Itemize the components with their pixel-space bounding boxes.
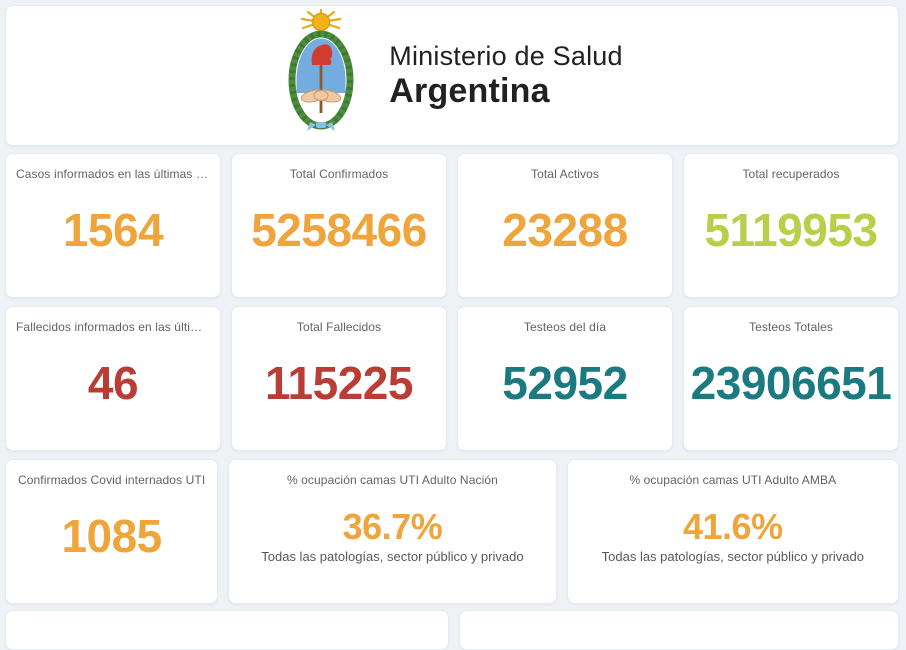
scorecard-value: 5258466 — [251, 204, 427, 256]
header-card: Ministerio de Salud Argentina — [5, 5, 899, 146]
scorecard-title: % ocupación camas UTI Adulto AMBA — [629, 473, 837, 487]
scorecard-title: Testeos del día — [523, 320, 607, 334]
dashboard-page: Ministerio de Salud Argentina Casos info… — [5, 5, 899, 650]
scorecard-title: Fallecidos informados en las últim... — [16, 320, 210, 334]
scorecard-internados-uti: Confirmados Covid internados UTI 1085 — [5, 459, 219, 604]
scorecard-testeos-totales: Testeos Totales 23906651 — [683, 306, 899, 451]
scorecard-casos-24h: Casos informados en las últimas 2... 156… — [5, 153, 221, 298]
scorecard-value: 41.6% — [683, 505, 783, 547]
scorecard-title: Total recuperados — [742, 167, 840, 181]
scorecard-row-4-partial — [5, 610, 899, 650]
scorecard-subtitle: Todas las patologías, sector público y p… — [261, 548, 524, 564]
scorecard-row-2: Fallecidos informados en las últim... 46… — [5, 306, 899, 451]
scorecard-value: 1085 — [61, 510, 162, 562]
scorecard-total-confirmados: Total Confirmados 5258466 — [231, 153, 447, 298]
scorecard-value: 52952 — [502, 357, 628, 409]
scorecard-fallecidos-24h: Fallecidos informados en las últim... 46 — [5, 306, 221, 451]
scorecard-total-fallecidos: Total Fallecidos 115225 — [231, 306, 447, 451]
partial-card — [5, 610, 449, 650]
argentina-coat-of-arms-icon — [281, 8, 361, 142]
scorecard-row-1: Casos informados en las últimas 2... 156… — [5, 153, 899, 298]
scorecard-row-3: Confirmados Covid internados UTI 1085 % … — [5, 459, 899, 604]
scorecard-value: 46 — [87, 357, 139, 409]
scorecard-title: Total Confirmados — [289, 167, 389, 181]
scorecard-title: Confirmados Covid internados UTI — [17, 473, 206, 487]
scorecard-subtitle: Todas las patologías, sector público y p… — [601, 548, 864, 564]
scorecard-ocupacion-uti-amba: % ocupación camas UTI Adulto AMBA 41.6% … — [566, 459, 899, 604]
scorecard-value: 23288 — [502, 204, 628, 256]
scorecard-ocupacion-uti-nacion: % ocupación camas UTI Adulto Nación 36.7… — [228, 459, 557, 604]
scorecard-value: 1564 — [62, 204, 164, 256]
scorecard-title: Testeos Totales — [749, 320, 833, 334]
scorecard-title: % ocupación camas UTI Adulto Nación — [286, 473, 498, 487]
scorecard-value: 36.7% — [342, 505, 443, 547]
scorecard-title: Casos informados en las últimas 2... — [16, 167, 210, 181]
partial-card — [458, 610, 899, 650]
scorecard-value: 5119953 — [704, 204, 878, 256]
country-title: Argentina — [389, 71, 550, 110]
header-title-block: Ministerio de Salud Argentina — [389, 40, 623, 110]
scorecard-value: 115225 — [265, 357, 413, 409]
ministry-title: Ministerio de Salud — [389, 40, 623, 71]
scorecard-total-recuperados: Total recuperados 5119953 — [683, 153, 899, 298]
scorecard-title: Total Activos — [531, 167, 599, 181]
scorecard-testeos-dia: Testeos del día 52952 — [457, 306, 673, 451]
scorecard-value: 23906651 — [690, 357, 892, 409]
scorecard-title: Total Fallecidos — [296, 320, 382, 334]
scorecard-total-activos: Total Activos 23288 — [457, 153, 673, 298]
